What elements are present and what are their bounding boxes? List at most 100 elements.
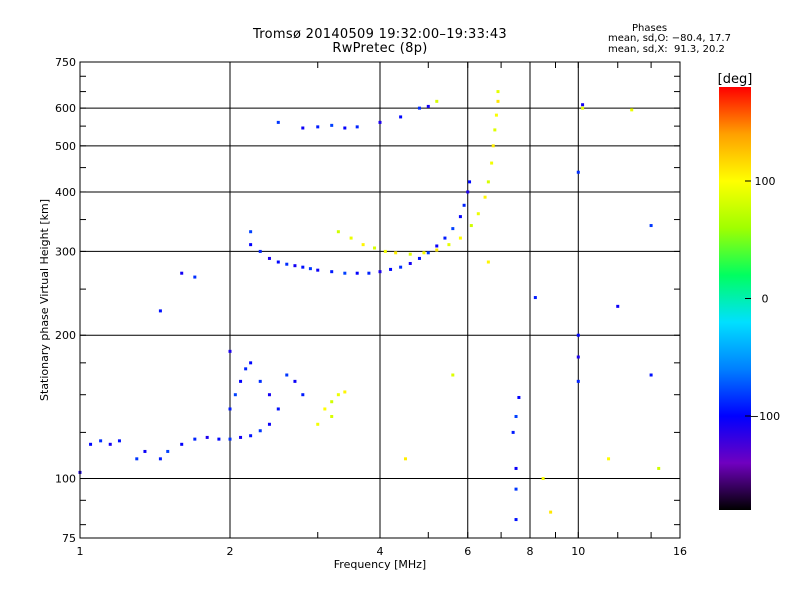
data-point-x-mode xyxy=(469,224,473,228)
data-point-o-mode xyxy=(435,244,439,248)
data-point-o-mode xyxy=(143,449,147,453)
phases-o-mode-stats: mean, sd,O: −80.4, 17.7 xyxy=(608,33,731,44)
data-point-x-mode xyxy=(490,161,494,165)
data-point-x-mode xyxy=(493,128,497,132)
data-point-o-mode xyxy=(267,393,271,397)
y-tick-label: 750 xyxy=(55,56,76,69)
colorbar-tick-label: 0 xyxy=(762,293,769,306)
y-tick-label: 75 xyxy=(62,532,76,545)
data-point-x-mode xyxy=(323,407,327,411)
data-point-x-mode xyxy=(408,252,412,256)
data-point-o-mode xyxy=(426,104,430,108)
data-point-o-mode xyxy=(228,437,232,441)
y-tick-label: 100 xyxy=(55,473,76,486)
data-point-o-mode xyxy=(514,518,518,522)
data-point-o-mode xyxy=(468,180,472,184)
data-point-o-mode xyxy=(205,435,209,439)
data-point-o-mode xyxy=(193,437,197,441)
data-point-o-mode xyxy=(316,268,320,272)
chart-subtitle: RwPretec (8p) xyxy=(332,41,428,56)
data-point-o-mode xyxy=(228,349,232,353)
data-point-x-mode xyxy=(373,246,377,250)
data-point-x-mode xyxy=(336,393,340,397)
data-point-x-mode xyxy=(403,457,407,461)
data-point-o-mode xyxy=(378,270,382,274)
y-tick-label: 400 xyxy=(55,186,76,199)
data-point-o-mode xyxy=(378,120,382,124)
data-point-x-mode xyxy=(394,251,398,255)
data-point-x-mode xyxy=(361,243,365,247)
x-tick-label: 6 xyxy=(464,545,471,558)
data-point-x-mode xyxy=(316,422,320,426)
data-point-o-mode xyxy=(285,262,289,266)
data-point-o-mode xyxy=(258,429,262,433)
data-point-o-mode xyxy=(399,265,403,269)
phases-x-mode-stats: mean, sd,X: 91.3, 20.2 xyxy=(608,44,725,55)
data-point-x-mode xyxy=(458,236,462,240)
data-point-o-mode xyxy=(267,422,271,426)
chart-title: Tromsø 20140509 19:32:00–19:33:43 xyxy=(252,27,508,42)
data-point-o-mode xyxy=(258,379,262,383)
data-point-o-mode xyxy=(244,367,248,371)
data-point-o-mode xyxy=(417,256,421,260)
data-point-o-mode xyxy=(649,224,653,228)
data-point-o-mode xyxy=(301,393,305,397)
colorbar-ticks: 100 0 −100 xyxy=(745,175,780,423)
data-point-o-mode xyxy=(417,106,421,110)
data-point-x-mode xyxy=(496,90,500,94)
data-point-o-mode xyxy=(458,215,462,219)
data-point-x-mode xyxy=(330,414,334,418)
data-point-o-mode xyxy=(367,271,371,275)
data-point-o-mode xyxy=(576,379,580,383)
data-point-o-mode xyxy=(581,103,585,107)
x-tick-label: 2 xyxy=(227,545,234,558)
data-point-x-mode xyxy=(483,195,487,199)
y-tick-label: 300 xyxy=(55,245,76,258)
data-point-o-mode xyxy=(576,355,580,359)
data-point-x-mode xyxy=(447,243,451,247)
data-point-o-mode xyxy=(426,251,430,255)
data-point-o-mode xyxy=(249,361,253,365)
data-point-o-mode xyxy=(511,430,515,434)
data-point-x-mode xyxy=(494,113,498,117)
data-point-o-mode xyxy=(135,457,139,461)
data-point-o-mode xyxy=(117,439,121,443)
data-point-o-mode xyxy=(249,434,253,438)
data-point-o-mode xyxy=(239,435,243,439)
data-point-o-mode xyxy=(316,125,320,129)
x-tick-label: 10 xyxy=(571,545,585,558)
data-point-o-mode xyxy=(99,439,103,443)
data-point-x-mode xyxy=(657,466,661,470)
data-point-o-mode xyxy=(576,333,580,337)
data-point-x-mode xyxy=(549,510,553,514)
data-point-o-mode xyxy=(355,271,359,275)
data-point-o-mode xyxy=(462,203,466,207)
data-point-o-mode xyxy=(443,236,447,240)
data-point-x-mode xyxy=(476,212,480,216)
data-point-o-mode xyxy=(308,267,312,271)
y-axis-label: Stationary phase Virtual Height [km] xyxy=(38,199,51,401)
data-point-o-mode xyxy=(301,265,305,269)
x-tick-label: 1 xyxy=(77,545,84,558)
data-point-o-mode xyxy=(193,275,197,279)
data-point-o-mode xyxy=(285,373,289,377)
data-point-o-mode xyxy=(293,379,297,383)
data-point-o-mode xyxy=(89,442,93,446)
y-tick-label: 200 xyxy=(55,329,76,342)
data-point-x-mode xyxy=(607,457,611,461)
data-point-o-mode xyxy=(180,271,184,275)
data-point-o-mode xyxy=(330,270,334,274)
data-point-o-mode xyxy=(217,437,221,441)
data-point-o-mode xyxy=(399,115,403,119)
data-point-o-mode xyxy=(514,466,518,470)
data-point-o-mode xyxy=(158,457,162,461)
data-point-o-mode xyxy=(108,442,112,446)
data-point-x-mode xyxy=(435,248,439,252)
data-point-o-mode xyxy=(343,126,347,130)
data-point-x-mode xyxy=(330,400,334,404)
data-point-x-mode xyxy=(630,108,634,112)
x-tick-label: 16 xyxy=(673,545,687,558)
data-point-o-mode xyxy=(533,296,537,300)
